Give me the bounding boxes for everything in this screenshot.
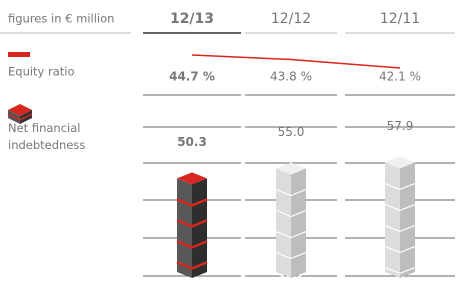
value-label: 43.8 % [270,70,312,84]
value-label: 55.0 [278,125,305,139]
infographic: figures in € million Equity ratio 12/13 1… [0,0,459,289]
value-label: 42.1 % [379,70,421,84]
cube-face [276,169,291,279]
column-header: 12/11 [380,11,420,27]
column-header: 12/13 [170,11,214,27]
column-header: 12/12 [271,11,311,27]
cube-stack [385,156,415,278]
value-label: 57.9 [387,119,414,133]
unit-label: figures in € million [8,12,114,26]
value-label: 44.7 % [169,70,215,84]
cube-face [291,169,306,279]
legend-label: Net financial indebtedness [8,120,108,154]
cube-face [400,162,415,278]
cube-stack [276,163,306,280]
value-label: 50.3 [177,135,207,149]
legend-label: Equity ratio [8,65,75,79]
legend-line-icon [8,52,30,57]
equity-line [192,55,400,68]
cube-stack [177,172,207,278]
cube-face [385,162,400,278]
